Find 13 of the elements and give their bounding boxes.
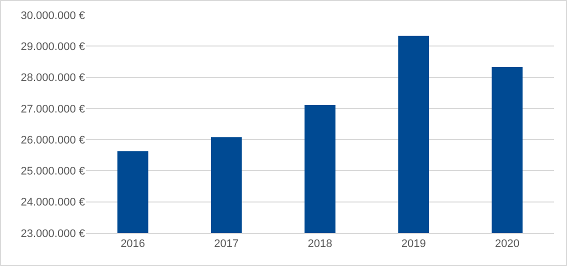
x-tick-label: 2020 (494, 238, 520, 250)
y-tick-label: 23.000.000 € (20, 228, 85, 240)
y-tick-label: 30.000.000 € (20, 10, 85, 22)
y-tick-label: 25.000.000 € (20, 166, 85, 178)
y-tick-label: 26.000.000 € (20, 134, 85, 146)
x-tick-label: 2019 (401, 238, 426, 250)
x-tick-label: 2017 (214, 238, 239, 250)
y-tick-label: 29.000.000 € (20, 40, 85, 53)
x-tick-label: 2016 (120, 238, 146, 250)
y-tick-label: 24.000.000 € (20, 196, 85, 209)
y-tick-label: 28.000.000 € (20, 72, 85, 84)
y-tick-label: 27.000.000 € (20, 103, 85, 116)
x-tick-label: 2018 (308, 238, 332, 250)
